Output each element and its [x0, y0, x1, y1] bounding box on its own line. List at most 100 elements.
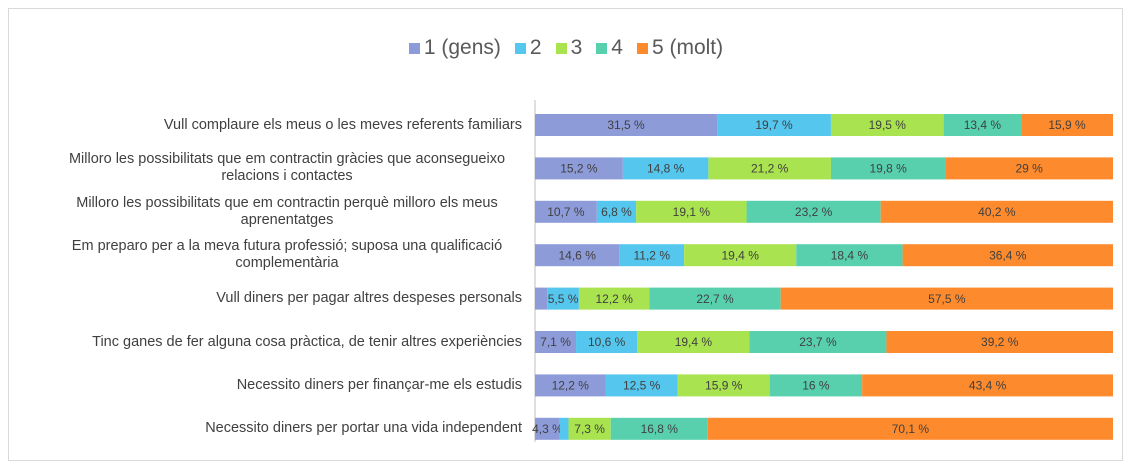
legend-label: 1 (gens)	[423, 36, 501, 59]
bar-segment	[769, 374, 863, 397]
data-label: 36,4 %	[989, 248, 1027, 262]
bar-segment	[535, 287, 548, 310]
data-label: 70,1 %	[892, 422, 930, 436]
data-label: 31,5 %	[607, 118, 645, 132]
category-label: Tinc ganes de fer alguna cosa pràctica, …	[92, 333, 522, 350]
category-label-box: Necessito diners per finançar-me els est…	[20, 365, 522, 405]
bar-segment	[796, 244, 903, 267]
bar-segment	[636, 200, 747, 223]
data-label: 19,1 %	[673, 205, 711, 219]
bar-segment	[708, 157, 831, 180]
category-label-box: Em preparo per a la meva futura professi…	[20, 235, 522, 275]
category-label-box: Milloro les possibilitats que em contrac…	[20, 148, 522, 188]
bar-segment	[622, 157, 709, 180]
data-label: 22,7 %	[696, 292, 734, 306]
bar-segment	[576, 331, 638, 353]
bar-segment	[945, 157, 1113, 180]
data-label: 19,4 %	[675, 335, 713, 349]
category-label-box: Vull complaure els meus o les meves refe…	[20, 105, 522, 145]
data-label: 12,2 %	[552, 379, 590, 393]
bar-segment	[707, 417, 1113, 440]
legend-swatch	[514, 42, 526, 54]
legend-label: 5 (molt)	[651, 36, 724, 59]
category-label-box: Tinc ganes de fer alguna cosa pràctica, …	[20, 322, 522, 362]
bar-segment	[886, 331, 1113, 353]
category-label-box: Necessito diners per portar una vida ind…	[20, 409, 522, 449]
data-label: 39,2 %	[981, 335, 1019, 349]
data-label: 16,8 %	[641, 422, 679, 436]
data-label: 16 %	[802, 379, 830, 393]
bar-segment	[717, 114, 831, 136]
data-label: 43,4 %	[969, 379, 1007, 393]
bar-segment	[880, 200, 1113, 223]
bar-segment	[780, 287, 1113, 310]
category-label: Milloro les possibilitats que em contrac…	[76, 194, 498, 228]
bar-segment	[649, 287, 781, 310]
bar-segment	[862, 374, 1113, 397]
legend-item: 3	[555, 36, 583, 60]
data-label: 10,6 %	[588, 335, 626, 349]
bar-segment	[535, 374, 606, 397]
data-label: 21,2 %	[751, 162, 789, 176]
data-label: 7,1 %	[540, 335, 571, 349]
data-label: 12,5 %	[623, 379, 661, 393]
data-label: 7,3 %	[574, 422, 605, 436]
category-label: Vull diners per pagar altres despeses pe…	[216, 290, 522, 307]
data-label: 57,5 %	[928, 292, 966, 306]
data-label: 4,3 %	[532, 422, 563, 436]
chart-border	[8, 8, 1123, 461]
category-label: Necessito diners per finançar-me els est…	[236, 376, 522, 393]
data-label: 11,2 %	[634, 248, 671, 262]
data-label: 13,4 %	[964, 118, 1002, 132]
data-label: 19,4 %	[722, 248, 760, 262]
legend-swatch	[408, 42, 420, 54]
legend: 1 (gens) 2 3 4 5 (molt)	[0, 36, 1132, 60]
bar-segment	[610, 417, 708, 440]
bar-segment	[749, 331, 887, 353]
category-label-box: Vull diners per pagar altres despeses pe…	[20, 279, 522, 319]
data-label: 19,8 %	[869, 162, 907, 176]
data-label: 12,2 %	[596, 292, 634, 306]
bar-segment	[547, 287, 579, 310]
data-label: 10,7 %	[547, 205, 585, 219]
category-label: Vull complaure els meus o les meves refe…	[163, 116, 522, 133]
category-label-box: Milloro les possibilitats que em contrac…	[20, 192, 522, 232]
data-label: 14,6 %	[559, 248, 597, 262]
category-label: Milloro les possibilitats que em contrac…	[68, 151, 506, 185]
legend-label: 3	[570, 36, 583, 59]
bar-segment	[684, 244, 797, 267]
category-label: Em preparo per a la meva futura professi…	[71, 238, 503, 272]
legend-item: 2	[514, 36, 542, 60]
bar-segment	[637, 331, 750, 353]
data-label: 14,8 %	[647, 162, 685, 176]
bar-segment	[578, 287, 650, 310]
bar-segment	[677, 374, 770, 397]
bar-segment	[535, 331, 577, 353]
bar-segment	[619, 244, 685, 267]
data-label: 19,7 %	[755, 118, 793, 132]
bar-segment	[1021, 114, 1113, 136]
legend-swatch	[636, 42, 648, 54]
legend-label: 2	[529, 36, 542, 59]
legend-swatch	[555, 42, 567, 54]
bar-segment	[830, 114, 944, 136]
bar-segment	[568, 417, 611, 440]
bar-segment	[830, 157, 946, 180]
bar-segment	[943, 114, 1022, 136]
data-label: 19,5 %	[869, 118, 907, 132]
bar-segment	[535, 244, 620, 267]
data-label: 5,5 %	[548, 292, 579, 306]
data-label: 40,2 %	[978, 205, 1016, 219]
data-label: 29 %	[1016, 162, 1044, 176]
data-label: 6,8 %	[601, 205, 632, 219]
legend-swatch	[596, 42, 608, 54]
category-label: Necessito diners per portar una vida ind…	[205, 420, 522, 437]
data-label: 15,9 %	[1048, 118, 1086, 132]
legend-item: 4	[596, 36, 623, 60]
legend-item: 5 (molt)	[636, 36, 724, 60]
data-label: 23,2 %	[795, 205, 833, 219]
data-label: 15,9 %	[705, 379, 743, 393]
bar-segment	[535, 417, 560, 440]
bar-segment	[559, 417, 569, 440]
